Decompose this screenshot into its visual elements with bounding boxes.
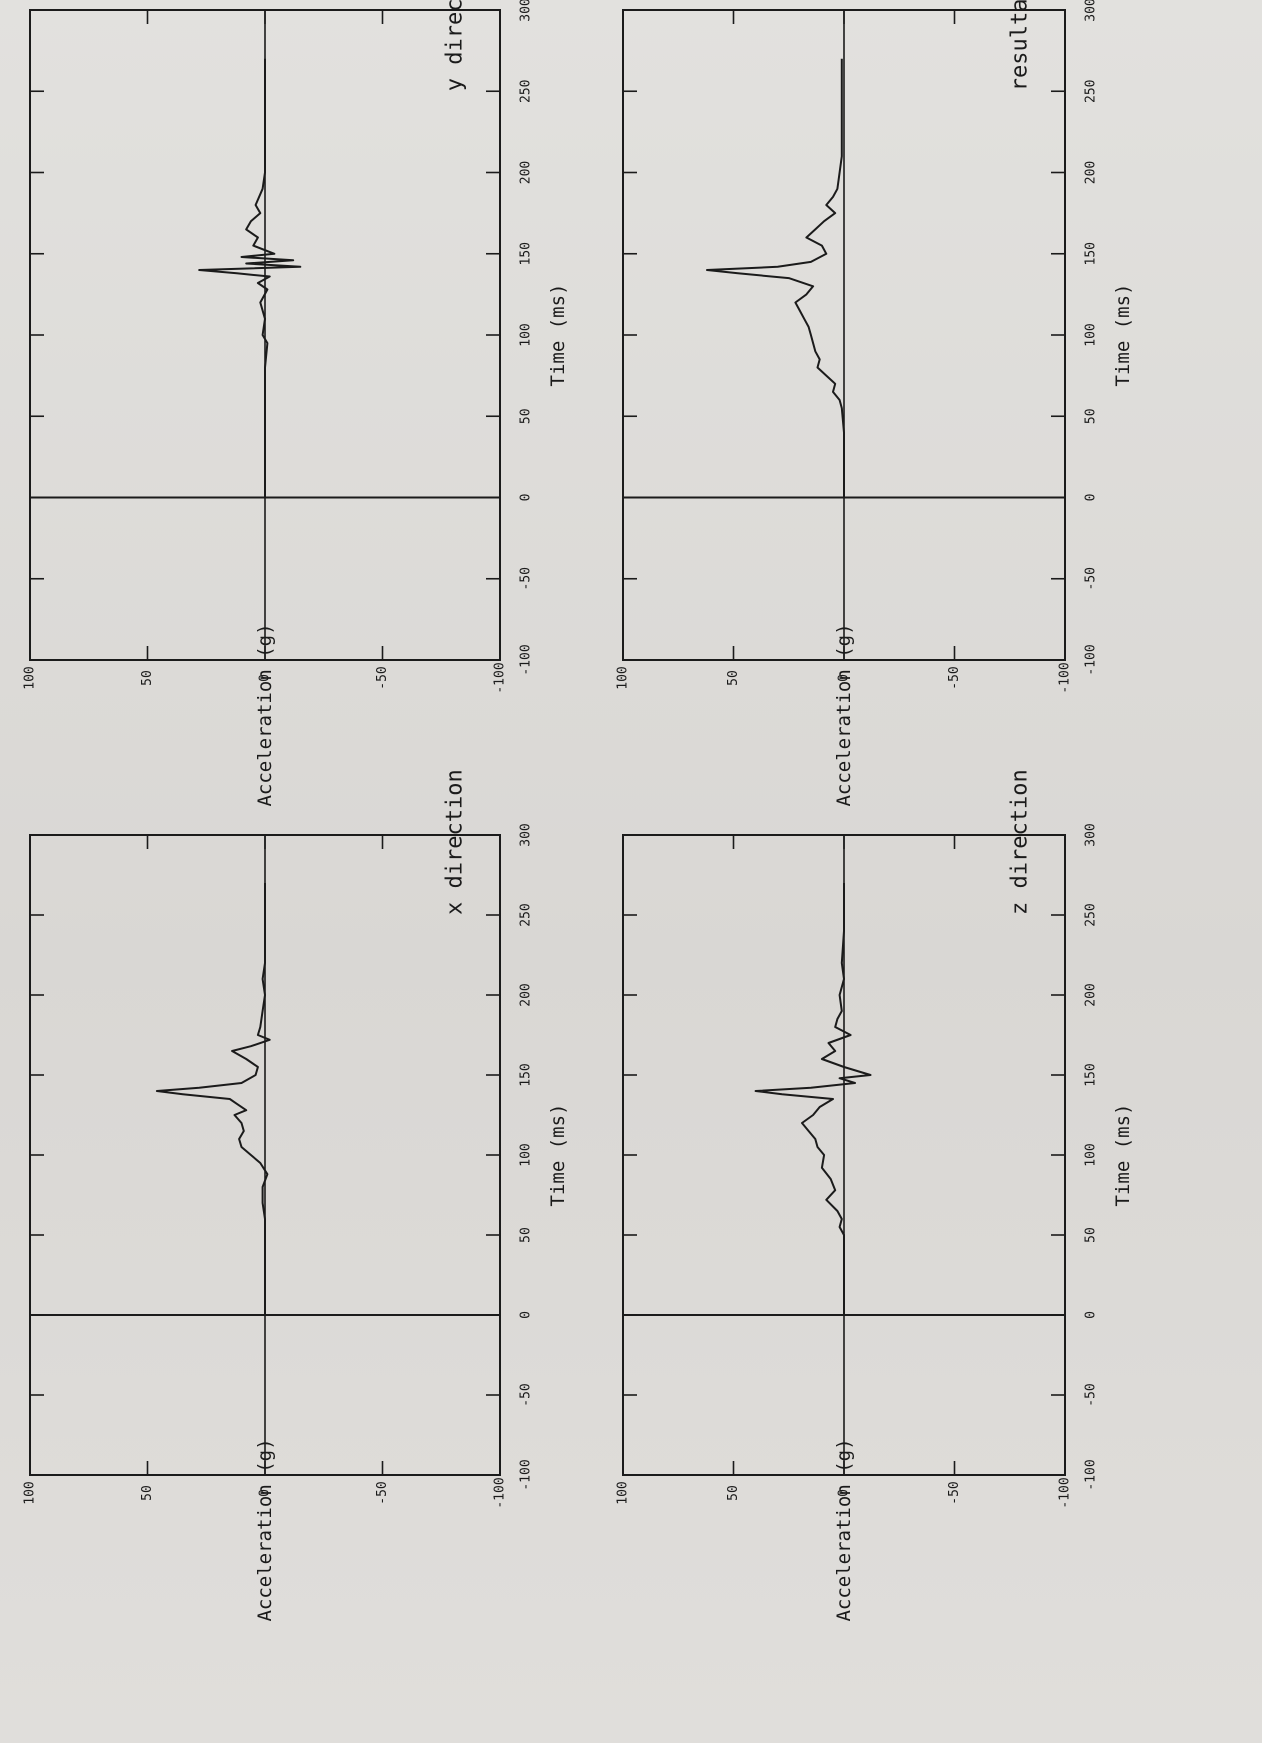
chart-panel-y-direction: -100 -50 0 50 100 150 200 250 300 -100 -50 0 50 100 Ti… [23,0,570,807]
time-tick-label: 250 [519,80,534,103]
series-line [706,58,845,498]
y-axis-label: Acceleration (g) [254,1438,276,1621]
y-axis-label: Acceleration (g) [254,623,276,806]
acceleration-tick-label: -50 [947,1481,962,1504]
time-tick-label: -50 [1084,1383,1099,1406]
time-tick-label: -50 [519,567,534,590]
time-tick-label: 200 [519,161,534,184]
time-tick-label: 250 [519,903,534,926]
acceleration-tick-label: -100 [1058,662,1073,693]
chart-panel-resultant: -100 -50 0 50 100 150 200 250 300 -100 -50 0 50 100 Ti… [616,0,1135,807]
acceleration-tick-label: -50 [947,666,962,689]
time-tick-label: 0 [1084,494,1099,502]
x-axis-label: Time (ms) [1112,284,1134,387]
time-tick-label: 50 [519,1227,534,1243]
x-axis-label: Time (ms) [1112,1104,1134,1207]
time-tick-label: -100 [1084,1459,1099,1490]
acceleration-tick-label: -100 [1058,1477,1073,1508]
time-tick-label: 300 [519,0,534,22]
time-tick-label: 0 [519,1311,534,1319]
time-tick-label: 100 [519,1143,534,1166]
y-axis-label: Acceleration (g) [833,623,855,806]
time-tick-label: 300 [1084,823,1099,846]
y-axis-label: Acceleration (g) [833,1438,855,1621]
panel-title: x direction [443,769,468,915]
time-tick-label: 300 [1084,0,1099,22]
acceleration-tick-label: 50 [140,1485,155,1501]
time-tick-label: 0 [1084,1311,1099,1319]
acceleration-tick-label: 100 [23,1481,38,1504]
time-tick-label: 250 [1084,80,1099,103]
series-line [155,883,271,1315]
time-tick-label: 50 [519,408,534,424]
time-tick-label: 0 [519,494,534,502]
chart-panel-x-direction: -100 -50 0 50 100 150 200 250 300 -100 -50 0 50 100 Ti… [23,769,570,1621]
acceleration-tick-label: -100 [493,662,508,693]
acceleration-tick-label: 50 [726,1485,741,1501]
acceleration-tick-label: 100 [616,1481,631,1504]
acceleration-tick-label: 0 [837,1489,852,1497]
time-tick-label: 200 [1084,983,1099,1006]
acceleration-tick-label: 0 [837,674,852,682]
chart-panel-z-direction: -100 -50 0 50 100 150 200 250 300 -100 -50 0 50 100 Ti… [616,769,1135,1621]
acceleration-tick-label: -50 [375,1481,390,1504]
time-tick-label: 200 [519,983,534,1006]
time-tick-label: -100 [519,644,534,675]
time-tick-label: 50 [1084,408,1099,424]
time-tick-label: -100 [519,1459,534,1490]
acceleration-tick-label: 50 [726,670,741,686]
time-tick-label: -100 [1084,644,1099,675]
time-tick-label: 150 [1084,242,1099,265]
acceleration-tick-label: 0 [258,674,273,682]
time-tick-label: 100 [1084,1143,1099,1166]
time-tick-label: 150 [1084,1063,1099,1086]
acceleration-tick-label: 100 [23,666,38,689]
time-tick-label: 150 [519,242,534,265]
time-tick-label: 300 [519,823,534,846]
time-tick-label: 50 [1084,1227,1099,1243]
panel-title: resultant [1008,0,1033,91]
acceleration-tick-label: 100 [616,666,631,689]
time-tick-label: 150 [519,1063,534,1086]
acceleration-tick-label: 0 [258,1489,273,1497]
time-tick-label: 200 [1084,161,1099,184]
panel-title: y direction [443,0,468,91]
time-tick-label: 250 [1084,903,1099,926]
acceleration-tick-label: -50 [375,666,390,689]
x-axis-label: Time (ms) [547,1104,569,1207]
x-axis-label: Time (ms) [547,284,569,387]
time-tick-label: 100 [1084,323,1099,346]
time-tick-label: -50 [519,1383,534,1406]
time-tick-label: 100 [519,323,534,346]
acceleration-tick-label: -100 [493,1477,508,1508]
panel-title: z direction [1008,769,1033,915]
series-line [754,883,872,1315]
time-tick-label: -50 [1084,567,1099,590]
series-line [198,58,302,498]
acceleration-tick-label: 50 [140,670,155,686]
